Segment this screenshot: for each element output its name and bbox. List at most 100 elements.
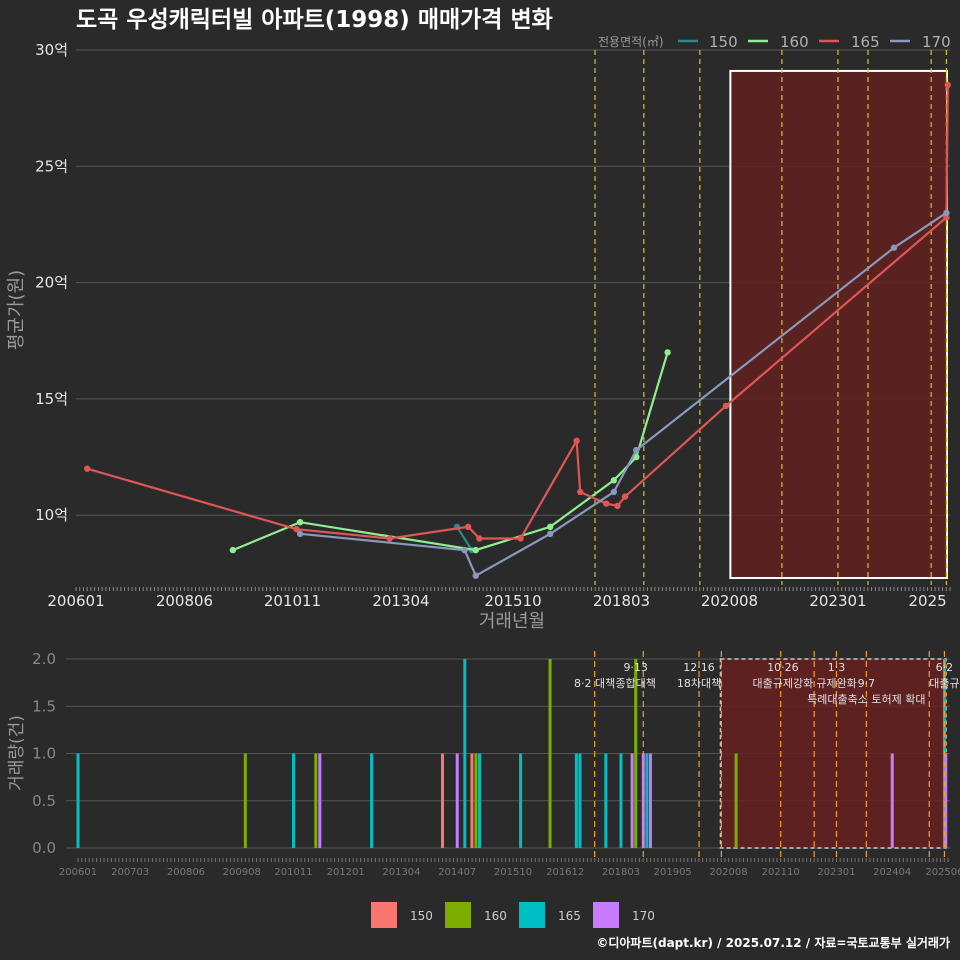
volume-x-tick-label: 201407 <box>438 867 476 878</box>
data-point-160 <box>472 546 479 554</box>
data-point-165 <box>603 500 610 507</box>
policy-annotation: 종합대책 <box>615 677 655 690</box>
x-tick-label: 201803 <box>593 592 650 610</box>
chart-title: 도곡 우성캐릭터빌 아파트(1998) 매매가격 변화 <box>76 7 553 33</box>
volume-highlight-region <box>719 658 947 849</box>
volume-bar-170 <box>455 753 459 848</box>
volume-bar-170 <box>648 753 652 848</box>
volume-legend: 150 160 165 170 <box>371 902 655 928</box>
price-chart: 10억 15억 20억 25억 30억 200601 200806 201011 201304 2… <box>35 41 951 610</box>
data-point-170 <box>296 530 304 538</box>
volume-bar-165 <box>519 753 523 848</box>
data-point-170 <box>633 446 640 454</box>
y-tick-label: 20억 <box>35 274 68 292</box>
volume-y-tick-label: 1.5 <box>32 697 56 715</box>
volume-x-tick-label: 200908 <box>223 867 261 878</box>
x-axis-title: 거래년월 <box>479 611 545 632</box>
data-point-160 <box>610 477 618 484</box>
data-point-165 <box>517 535 524 542</box>
x-tick-label: 202008 <box>701 592 758 610</box>
x-tick-label: 200601 <box>47 592 104 610</box>
data-point-165 <box>386 535 393 542</box>
data-point-165 <box>464 523 472 531</box>
policy-annotation: 특례대출축소 토허제 확대 <box>807 693 925 706</box>
volume-bar-165 <box>574 753 578 848</box>
policy-annotation: 규제완화 <box>816 677 856 690</box>
volume-y-tick-label: 2.0 <box>32 650 56 668</box>
data-point-165 <box>293 525 300 533</box>
series-line-170 <box>299 211 948 578</box>
volume-bar-160 <box>734 753 738 848</box>
data-point-165 <box>476 535 483 542</box>
volume-bar-160 <box>634 659 638 848</box>
legend-label-150: 150 <box>709 33 738 51</box>
legend-label-160: 160 <box>780 33 809 51</box>
volume-bar-170 <box>890 753 894 848</box>
volume-legend-swatch-170 <box>593 902 619 928</box>
data-point-170 <box>461 546 468 554</box>
policy-annotation: 12·16 <box>683 661 715 674</box>
volume-y-tick-label: 0.0 <box>32 839 56 857</box>
volume-bar-160 <box>548 659 552 848</box>
volume-x-tick-label: 202008 <box>709 867 747 878</box>
volume-legend-label-165: 165 <box>558 909 581 923</box>
volume-y-tick-label: 0.5 <box>32 792 56 810</box>
policy-annotation: 18차대책 <box>677 677 721 690</box>
volume-x-tick-label: 201201 <box>327 867 365 878</box>
policy-annotation: 대출규제강화 <box>753 677 814 690</box>
y-tick-label: 30억 <box>35 41 68 59</box>
data-point-170 <box>943 209 950 217</box>
volume-x-tick-label: 201304 <box>382 867 420 878</box>
x-tick-label: 202301 <box>809 592 866 610</box>
volume-x-tick-label: 201612 <box>546 867 584 878</box>
volume-legend-label-150: 150 <box>410 909 433 923</box>
volume-bar-170 <box>944 753 948 848</box>
legend-title: 전용면적(㎡) <box>598 35 664 49</box>
data-point-170 <box>472 572 479 579</box>
price-legend: 전용면적(㎡) 150 160 165 170 <box>598 33 951 51</box>
data-point-165 <box>614 502 621 510</box>
policy-annotation: 1·3 <box>828 661 846 674</box>
volume-legend-swatch-165 <box>519 902 545 928</box>
data-point-160 <box>664 349 671 356</box>
policy-annotation: 9·7 <box>858 677 876 690</box>
policy-annotation: 6·2 <box>936 661 954 674</box>
x-tick-label: 200806 <box>156 592 213 610</box>
volume-bar-165 <box>619 753 623 848</box>
volume-bar-165 <box>76 753 80 848</box>
policy-annotation: 대출규 <box>929 677 959 690</box>
data-point-160 <box>547 523 554 531</box>
volume-bar-170 <box>630 753 634 848</box>
volume-x-tick-label: 200806 <box>167 867 205 878</box>
data-point-160 <box>296 518 304 526</box>
data-point-170 <box>547 530 554 538</box>
volume-bar-170 <box>641 753 645 848</box>
volume-bar-160 <box>243 753 247 848</box>
legend-label-170: 170 <box>922 33 951 51</box>
x-tick-label: 201510 <box>484 592 541 610</box>
legend-label-165: 165 <box>851 33 880 51</box>
volume-bar-150 <box>441 753 445 848</box>
y-tick-label: 10억 <box>35 506 68 524</box>
volume-bar-170 <box>318 753 322 848</box>
volume-legend-swatch-150 <box>371 902 397 928</box>
data-point-170 <box>610 488 618 496</box>
volume-x-tick-label: 202506 <box>925 867 960 878</box>
volume-legend-label-160: 160 <box>484 909 507 923</box>
volume-x-tick-label: 202110 <box>762 867 800 878</box>
data-point-165 <box>722 402 730 410</box>
policy-annotation: 9·13 <box>623 661 648 674</box>
highlight-region <box>729 69 949 580</box>
volume-x-tick-label: 200601 <box>59 867 97 878</box>
volume-x-tick-label: 202301 <box>817 867 855 878</box>
volume-bar-160 <box>314 753 318 848</box>
volume-bar-165 <box>463 659 467 848</box>
volume-bar-150 <box>470 753 474 848</box>
volume-chart: 0.0 0.5 1.0 1.5 2.0 8·2 대책 9·13 종합대책 12·16 18차대책 1… <box>32 650 960 878</box>
data-point-170 <box>890 244 898 251</box>
y-axis-title: 평균가(원) <box>6 270 27 350</box>
volume-x-tick-label: 201905 <box>654 867 692 878</box>
volume-x-tick-label: 202404 <box>873 867 911 878</box>
